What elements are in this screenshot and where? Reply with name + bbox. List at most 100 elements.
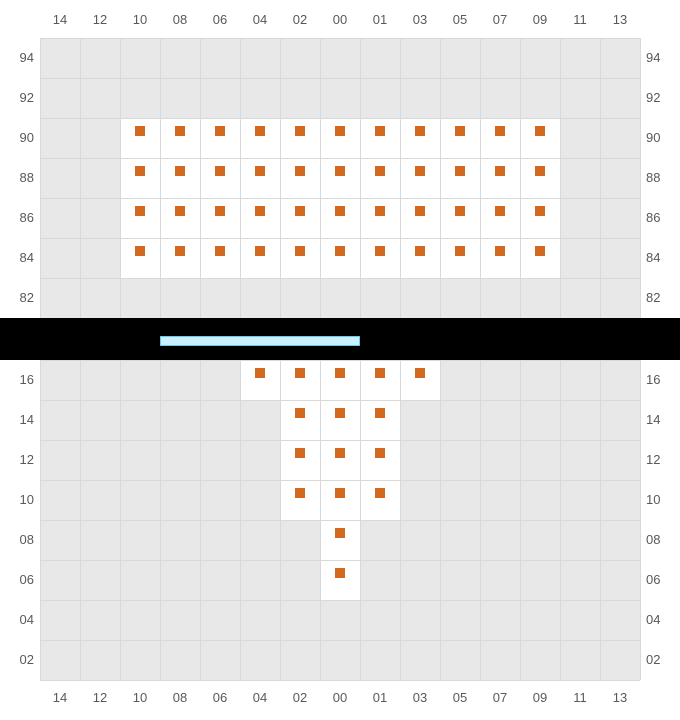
rack-cell	[241, 119, 280, 158]
row-label-left: 06	[10, 572, 34, 587]
rack-marker	[535, 166, 545, 176]
row-label-left: 16	[10, 372, 34, 387]
rack-marker	[295, 408, 305, 418]
rack-marker	[375, 126, 385, 136]
rack-marker	[535, 206, 545, 216]
col-label-bottom: 08	[160, 690, 200, 705]
col-label-bottom: 12	[80, 690, 120, 705]
rack-cell	[361, 119, 400, 158]
col-label-top: 02	[280, 12, 320, 27]
rack-marker	[535, 126, 545, 136]
col-label-top: 04	[240, 12, 280, 27]
col-label-top: 13	[600, 12, 640, 27]
rack-cell	[441, 119, 480, 158]
rack-marker	[295, 488, 305, 498]
rack-cell	[401, 119, 440, 158]
col-label-top: 06	[200, 12, 240, 27]
rack-cell	[241, 361, 280, 400]
col-label-bottom: 06	[200, 690, 240, 705]
rack-cell	[321, 361, 360, 400]
rack-cell	[361, 361, 400, 400]
col-label-top: 14	[40, 12, 80, 27]
rack-marker	[255, 166, 265, 176]
rack-marker	[335, 166, 345, 176]
rack-cell	[321, 159, 360, 198]
row-label-right: 06	[646, 572, 670, 587]
rack-marker	[255, 246, 265, 256]
rack-marker	[415, 126, 425, 136]
rack-marker	[375, 408, 385, 418]
gridline-v	[40, 38, 41, 318]
rack-cell	[121, 199, 160, 238]
rack-marker	[335, 448, 345, 458]
col-label-bottom: 09	[520, 690, 560, 705]
rack-marker	[295, 206, 305, 216]
rack-cell	[521, 119, 560, 158]
rack-cell	[481, 199, 520, 238]
rack-cell	[281, 361, 320, 400]
rack-cell	[361, 159, 400, 198]
row-label-left: 88	[10, 170, 34, 185]
rack-cell	[521, 199, 560, 238]
rack-marker	[455, 126, 465, 136]
rack-cell	[281, 159, 320, 198]
rack-marker	[495, 206, 505, 216]
col-label-top: 03	[400, 12, 440, 27]
row-label-right: 90	[646, 130, 670, 145]
col-label-bottom: 10	[120, 690, 160, 705]
rack-marker	[375, 368, 385, 378]
rack-marker	[135, 126, 145, 136]
rack-cell	[481, 119, 520, 158]
rack-marker	[335, 206, 345, 216]
row-label-right: 14	[646, 412, 670, 427]
beam	[160, 336, 360, 346]
rack-cell	[321, 521, 360, 560]
rack-marker	[215, 126, 225, 136]
rack-marker	[295, 368, 305, 378]
rack-marker	[335, 246, 345, 256]
rack-marker	[135, 246, 145, 256]
rack-marker	[335, 126, 345, 136]
rack-cell	[241, 159, 280, 198]
rack-cell	[321, 561, 360, 600]
rack-marker	[255, 126, 265, 136]
rack-cell	[401, 199, 440, 238]
gridline-h	[40, 38, 640, 39]
rack-marker	[455, 166, 465, 176]
row-label-right: 04	[646, 612, 670, 627]
rack-marker	[295, 448, 305, 458]
gridline-h	[40, 680, 640, 681]
col-label-bottom: 04	[240, 690, 280, 705]
row-label-left: 90	[10, 130, 34, 145]
rack-marker	[415, 206, 425, 216]
rack-cell	[201, 119, 240, 158]
col-label-top: 10	[120, 12, 160, 27]
rack-layout-diagram: { "layout": { "canvas_w": 680, "canvas_h…	[0, 0, 680, 720]
col-label-top: 12	[80, 12, 120, 27]
rack-cell	[321, 481, 360, 520]
rack-cell	[161, 119, 200, 158]
gridline-h	[40, 600, 640, 601]
rack-cell	[121, 159, 160, 198]
rack-cell	[161, 199, 200, 238]
row-label-right: 94	[646, 50, 670, 65]
row-label-right: 12	[646, 452, 670, 467]
rack-cell	[441, 199, 480, 238]
rack-marker	[255, 368, 265, 378]
rack-cell	[481, 239, 520, 278]
row-label-right: 08	[646, 532, 670, 547]
rack-marker	[175, 206, 185, 216]
rack-marker	[415, 246, 425, 256]
rack-cell	[401, 361, 440, 400]
row-label-left: 94	[10, 50, 34, 65]
rack-marker	[495, 166, 505, 176]
row-label-left: 84	[10, 250, 34, 265]
rack-cell	[361, 481, 400, 520]
gridline-h	[40, 278, 640, 279]
rack-cell	[481, 159, 520, 198]
rack-cell	[401, 159, 440, 198]
rack-cell	[521, 159, 560, 198]
col-label-bottom: 02	[280, 690, 320, 705]
col-label-bottom: 14	[40, 690, 80, 705]
rack-marker	[455, 206, 465, 216]
